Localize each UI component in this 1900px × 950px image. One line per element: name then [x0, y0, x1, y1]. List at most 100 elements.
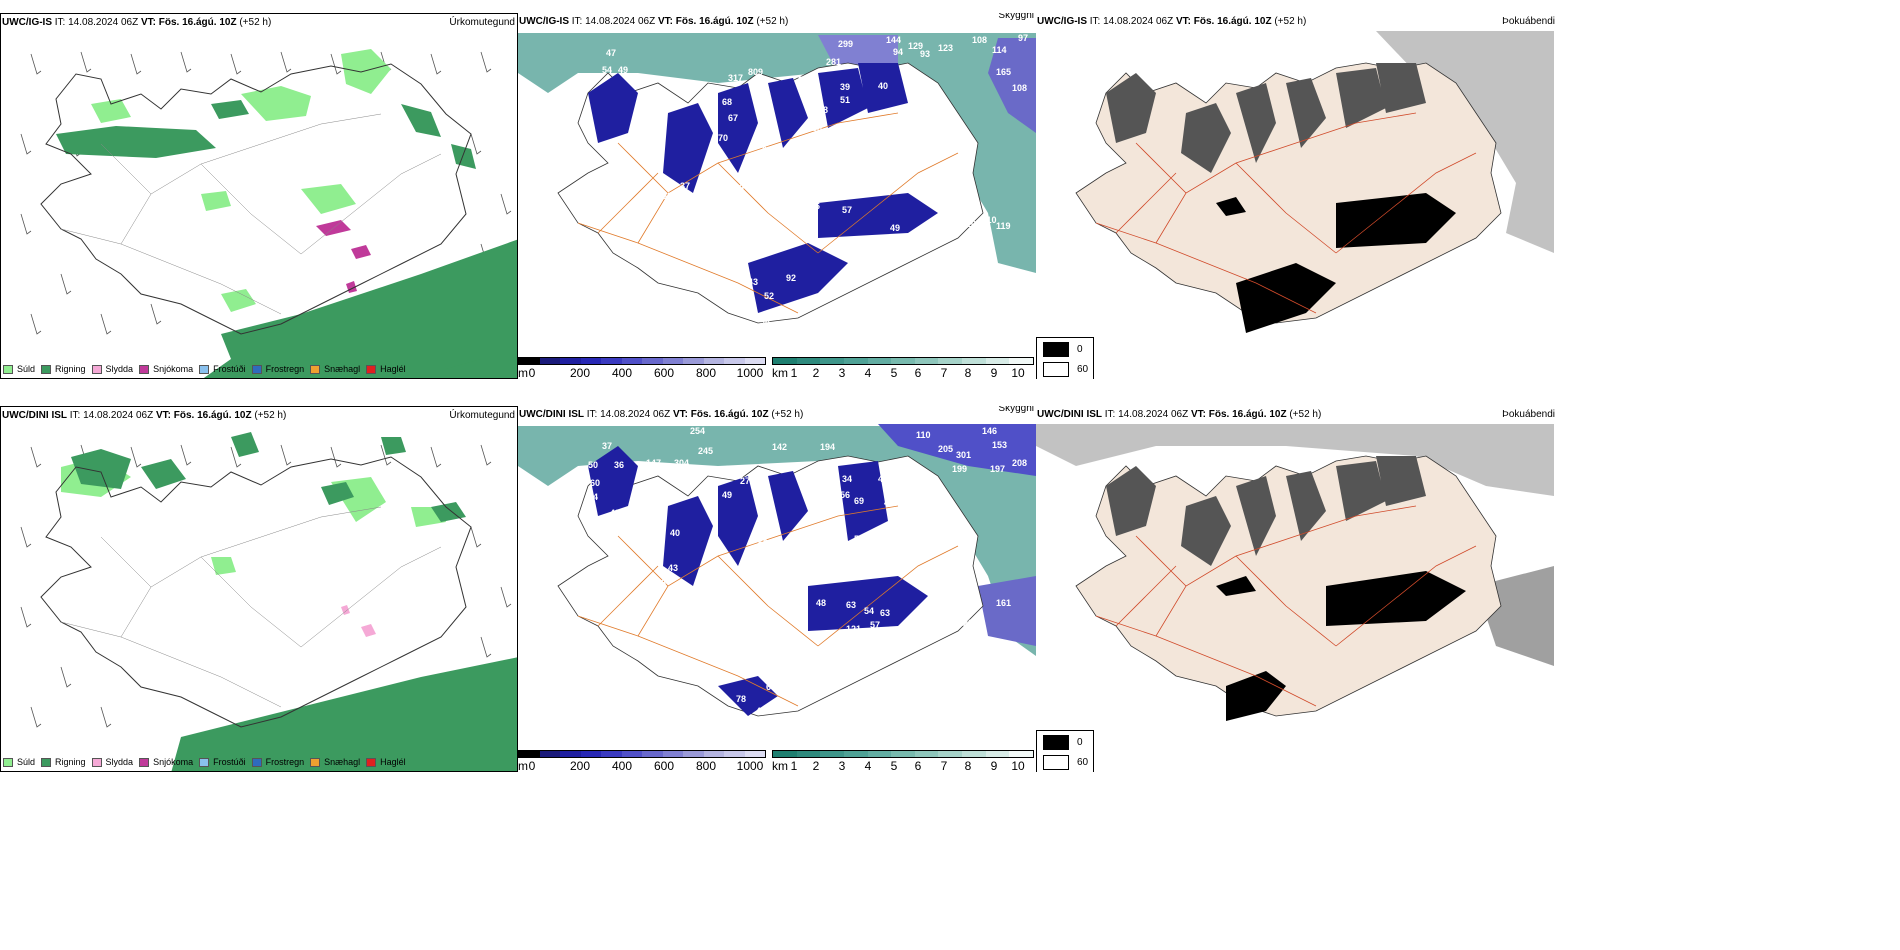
ceiling-labels: 37 50 36 61 60 74 48 38 40 43 67 46 38 5… — [566, 426, 1027, 716]
ceiling-label: 56 — [706, 608, 716, 618]
ceiling-label: 33 — [712, 201, 722, 211]
ceiling-label: 194 — [820, 442, 835, 452]
ceiling-label: 108 — [1012, 83, 1027, 93]
ceiling-label: 65 — [762, 145, 772, 155]
drizzle-areas — [61, 457, 446, 575]
ceiling-label: 36 — [824, 179, 834, 189]
ceiling-label: 108 — [972, 35, 987, 45]
ceiling-label: 121 — [846, 624, 861, 634]
ceiling-label: 23 — [808, 235, 818, 245]
ceiling-label: 48 — [816, 598, 826, 608]
fog-legend: 0 60 — [1036, 730, 1094, 772]
panel-header: UWC/DINI ISL IT: 14.08.2024 06Z VT: Fös.… — [1037, 409, 1555, 420]
fog-index-map — [1036, 29, 1554, 358]
ceiling-colorbar-bar — [518, 750, 766, 758]
legend-item: Haglél — [366, 364, 406, 374]
road-network — [60, 113, 442, 315]
ceiling-tick: 400 — [611, 759, 633, 772]
panel-title: Skyggni — [998, 13, 1034, 21]
ceiling-tick: 0 — [528, 759, 536, 772]
fog-dense-areas — [1216, 193, 1456, 333]
ceiling-label: 122 — [958, 618, 973, 628]
precipitation-map — [20, 49, 517, 378]
visibility-tick: 5 — [890, 759, 898, 772]
visibility-tick: 4 — [864, 366, 872, 379]
ceiling-label: 165 — [996, 67, 1011, 77]
ceiling-colorbar: m 0 200 400 600 800 1000 — [518, 357, 768, 379]
visibility-tick: 6 — [914, 759, 922, 772]
precip-map-panel-1: UWC/IG-IS IT: 14.08.2024 06Z VT: Fös. 16… — [0, 13, 518, 379]
visibility-tick: 4 — [864, 759, 872, 772]
ceiling-label: 78 — [736, 694, 746, 704]
panel-title: Þokuábendi — [1502, 16, 1555, 27]
ceiling-label: 42 — [756, 706, 766, 716]
legend-item: Súld — [3, 757, 35, 767]
ceiling-label: 110 — [916, 430, 931, 440]
legend-swatch — [366, 757, 377, 767]
ceiling-label: 55 — [854, 534, 864, 544]
ceiling-tick: 200 — [569, 759, 591, 772]
ceiling-label: 93 — [920, 49, 930, 59]
ceiling-label: 809 — [748, 67, 763, 77]
ceiling-label: 42 — [884, 498, 894, 508]
fog-map-panel-1: UWC/IG-IS IT: 14.08.2024 06Z VT: Fös. 16… — [1036, 13, 1900, 379]
ceiling-label: 281 — [826, 57, 841, 67]
ceiling-label: 45 — [694, 219, 704, 229]
legend-item: Slydda — [91, 757, 133, 767]
visibility-tick: 1 — [790, 759, 798, 772]
ceiling-label: 69 — [854, 496, 864, 506]
legend-item: Súld — [3, 364, 35, 374]
rain-band — [203, 239, 517, 378]
ceiling-label: 43 — [878, 474, 888, 484]
ceiling-label: 40 — [670, 528, 680, 538]
ceiling-label: 299 — [838, 39, 853, 49]
cloud-ceiling-map: 47 54 49 39 43 63 48 37 58 33 49 48 70 4… — [518, 33, 1036, 329]
ceiling-label: 53 — [758, 538, 768, 548]
ceiling-tick: 0 — [528, 366, 536, 379]
legend-swatch — [199, 757, 210, 767]
ceiling-label: 48 — [546, 110, 556, 120]
ceiling-label: 49 — [722, 490, 732, 500]
ceiling-label: 142 — [772, 442, 787, 452]
ceiling-label: 153 — [992, 440, 1007, 450]
legend-swatch — [41, 364, 52, 374]
legend-swatch — [251, 757, 262, 767]
ceiling-label: 38 — [644, 490, 654, 500]
ceiling-label: 97 — [1018, 33, 1028, 43]
ceiling-label: 70 — [746, 305, 756, 315]
ceiling-label: 56 — [840, 490, 850, 500]
visibility-tick: 2 — [812, 366, 820, 379]
ceiling-tick: 200 — [569, 366, 591, 379]
ceiling-label: 92 — [786, 273, 796, 283]
ceiling-label: 61 — [566, 476, 576, 486]
ceiling-label: 208 — [1012, 458, 1027, 468]
ceiling-label: 57 — [870, 620, 880, 630]
ceiling-label: 52 — [858, 568, 868, 578]
ceiling-label: 58 — [662, 191, 672, 201]
ceiling-label: 50 — [588, 460, 598, 470]
precipitation-map — [20, 432, 517, 771]
legend-swatch — [91, 364, 102, 374]
ceiling-colorbar-bar — [518, 357, 766, 365]
legend-item: Frostregn — [251, 364, 304, 374]
ceiling-label: 49 — [890, 223, 900, 233]
ceiling-label: 197 — [990, 464, 1005, 474]
legend-item: Snjókoma — [139, 364, 193, 374]
ceiling-label: 110 — [982, 215, 997, 225]
iceland-outline — [40, 456, 472, 728]
wind-barbs — [20, 444, 512, 728]
road-network — [60, 506, 442, 708]
precip-legend: Súld Rigning Slydda Snjókoma Frostúði Fr… — [3, 364, 406, 374]
sleet-snow — [316, 220, 371, 293]
legend-swatch — [366, 364, 377, 374]
legend-item: Frostúði — [199, 364, 246, 374]
ceiling-label: 37 — [680, 181, 690, 191]
ceiling-label: 40 — [762, 103, 772, 113]
ceiling-label: 60 — [590, 478, 600, 488]
visibility-tick: 6 — [914, 366, 922, 379]
ceiling-label: 67 — [766, 682, 776, 692]
low-cloud-areas — [588, 446, 928, 716]
ceiling-labels: 47 54 49 39 43 63 48 37 58 33 49 48 70 4… — [546, 33, 1028, 329]
legend-swatch — [199, 364, 210, 374]
ceiling-label: 199 — [952, 464, 967, 474]
